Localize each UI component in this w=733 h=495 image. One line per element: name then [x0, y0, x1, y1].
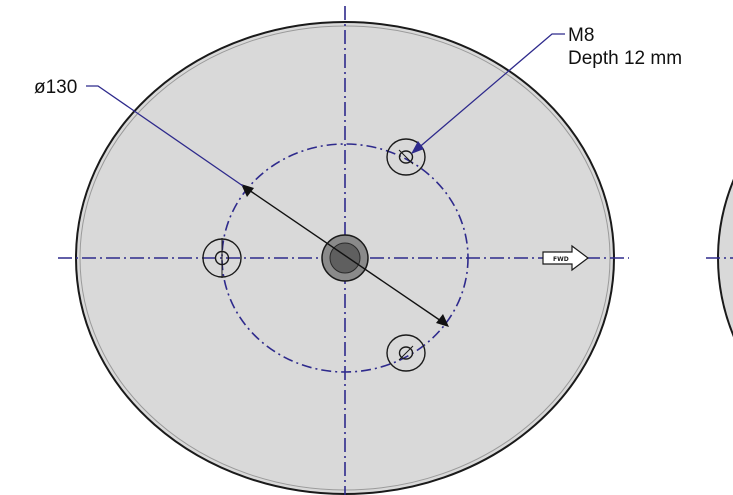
adjacent-plate-edge — [717, 178, 733, 338]
forward-arrow-icon: FWD — [542, 244, 589, 272]
diameter-label: ø130 — [34, 77, 77, 98]
forward-direction-label: FWD — [553, 256, 569, 263]
thread-leader-line — [411, 33, 565, 154]
diameter-dimension-arrow — [241, 184, 449, 327]
bolt-circle — [221, 143, 469, 373]
center-hub — [321, 234, 369, 282]
mounting-hole-left — [202, 238, 242, 278]
thread-depth-label: Depth 12 mm — [568, 48, 682, 69]
mounting-hole-top-right — [386, 138, 426, 176]
thread-size-label: M8 — [568, 25, 594, 46]
mounting-hole-bottom-right — [386, 334, 426, 372]
diameter-leader-line — [86, 85, 244, 187]
